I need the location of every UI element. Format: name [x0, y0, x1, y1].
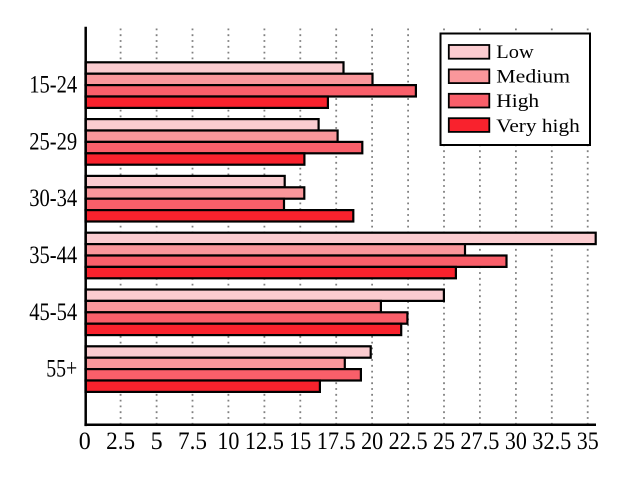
svg-text:30: 30: [505, 428, 527, 455]
svg-text:32.5: 32.5: [532, 428, 571, 455]
svg-text:10: 10: [217, 428, 239, 455]
svg-text:25-29: 25-29: [29, 128, 77, 155]
svg-text:15-24: 15-24: [29, 72, 77, 99]
svg-text:Very high: Very high: [496, 116, 580, 137]
svg-text:27.5: 27.5: [460, 428, 499, 455]
svg-text:High: High: [496, 91, 539, 112]
svg-text:35-44: 35-44: [29, 242, 77, 269]
svg-text:30-34: 30-34: [29, 185, 77, 212]
svg-text:5: 5: [151, 428, 163, 455]
svg-text:35: 35: [577, 428, 599, 455]
svg-text:0: 0: [79, 428, 91, 455]
svg-text:Low: Low: [496, 42, 534, 63]
svg-text:20: 20: [361, 428, 383, 455]
svg-text:15: 15: [289, 428, 311, 455]
svg-text:2.5: 2.5: [106, 428, 135, 455]
svg-text:17.5: 17.5: [317, 428, 356, 455]
svg-text:Medium: Medium: [496, 67, 570, 88]
svg-text:25: 25: [433, 428, 455, 455]
svg-text:55+: 55+: [46, 356, 77, 383]
svg-text:22.5: 22.5: [389, 428, 428, 455]
svg-text:12.5: 12.5: [245, 428, 284, 455]
svg-text:7.5: 7.5: [178, 428, 207, 455]
svg-text:45-54: 45-54: [29, 299, 77, 326]
